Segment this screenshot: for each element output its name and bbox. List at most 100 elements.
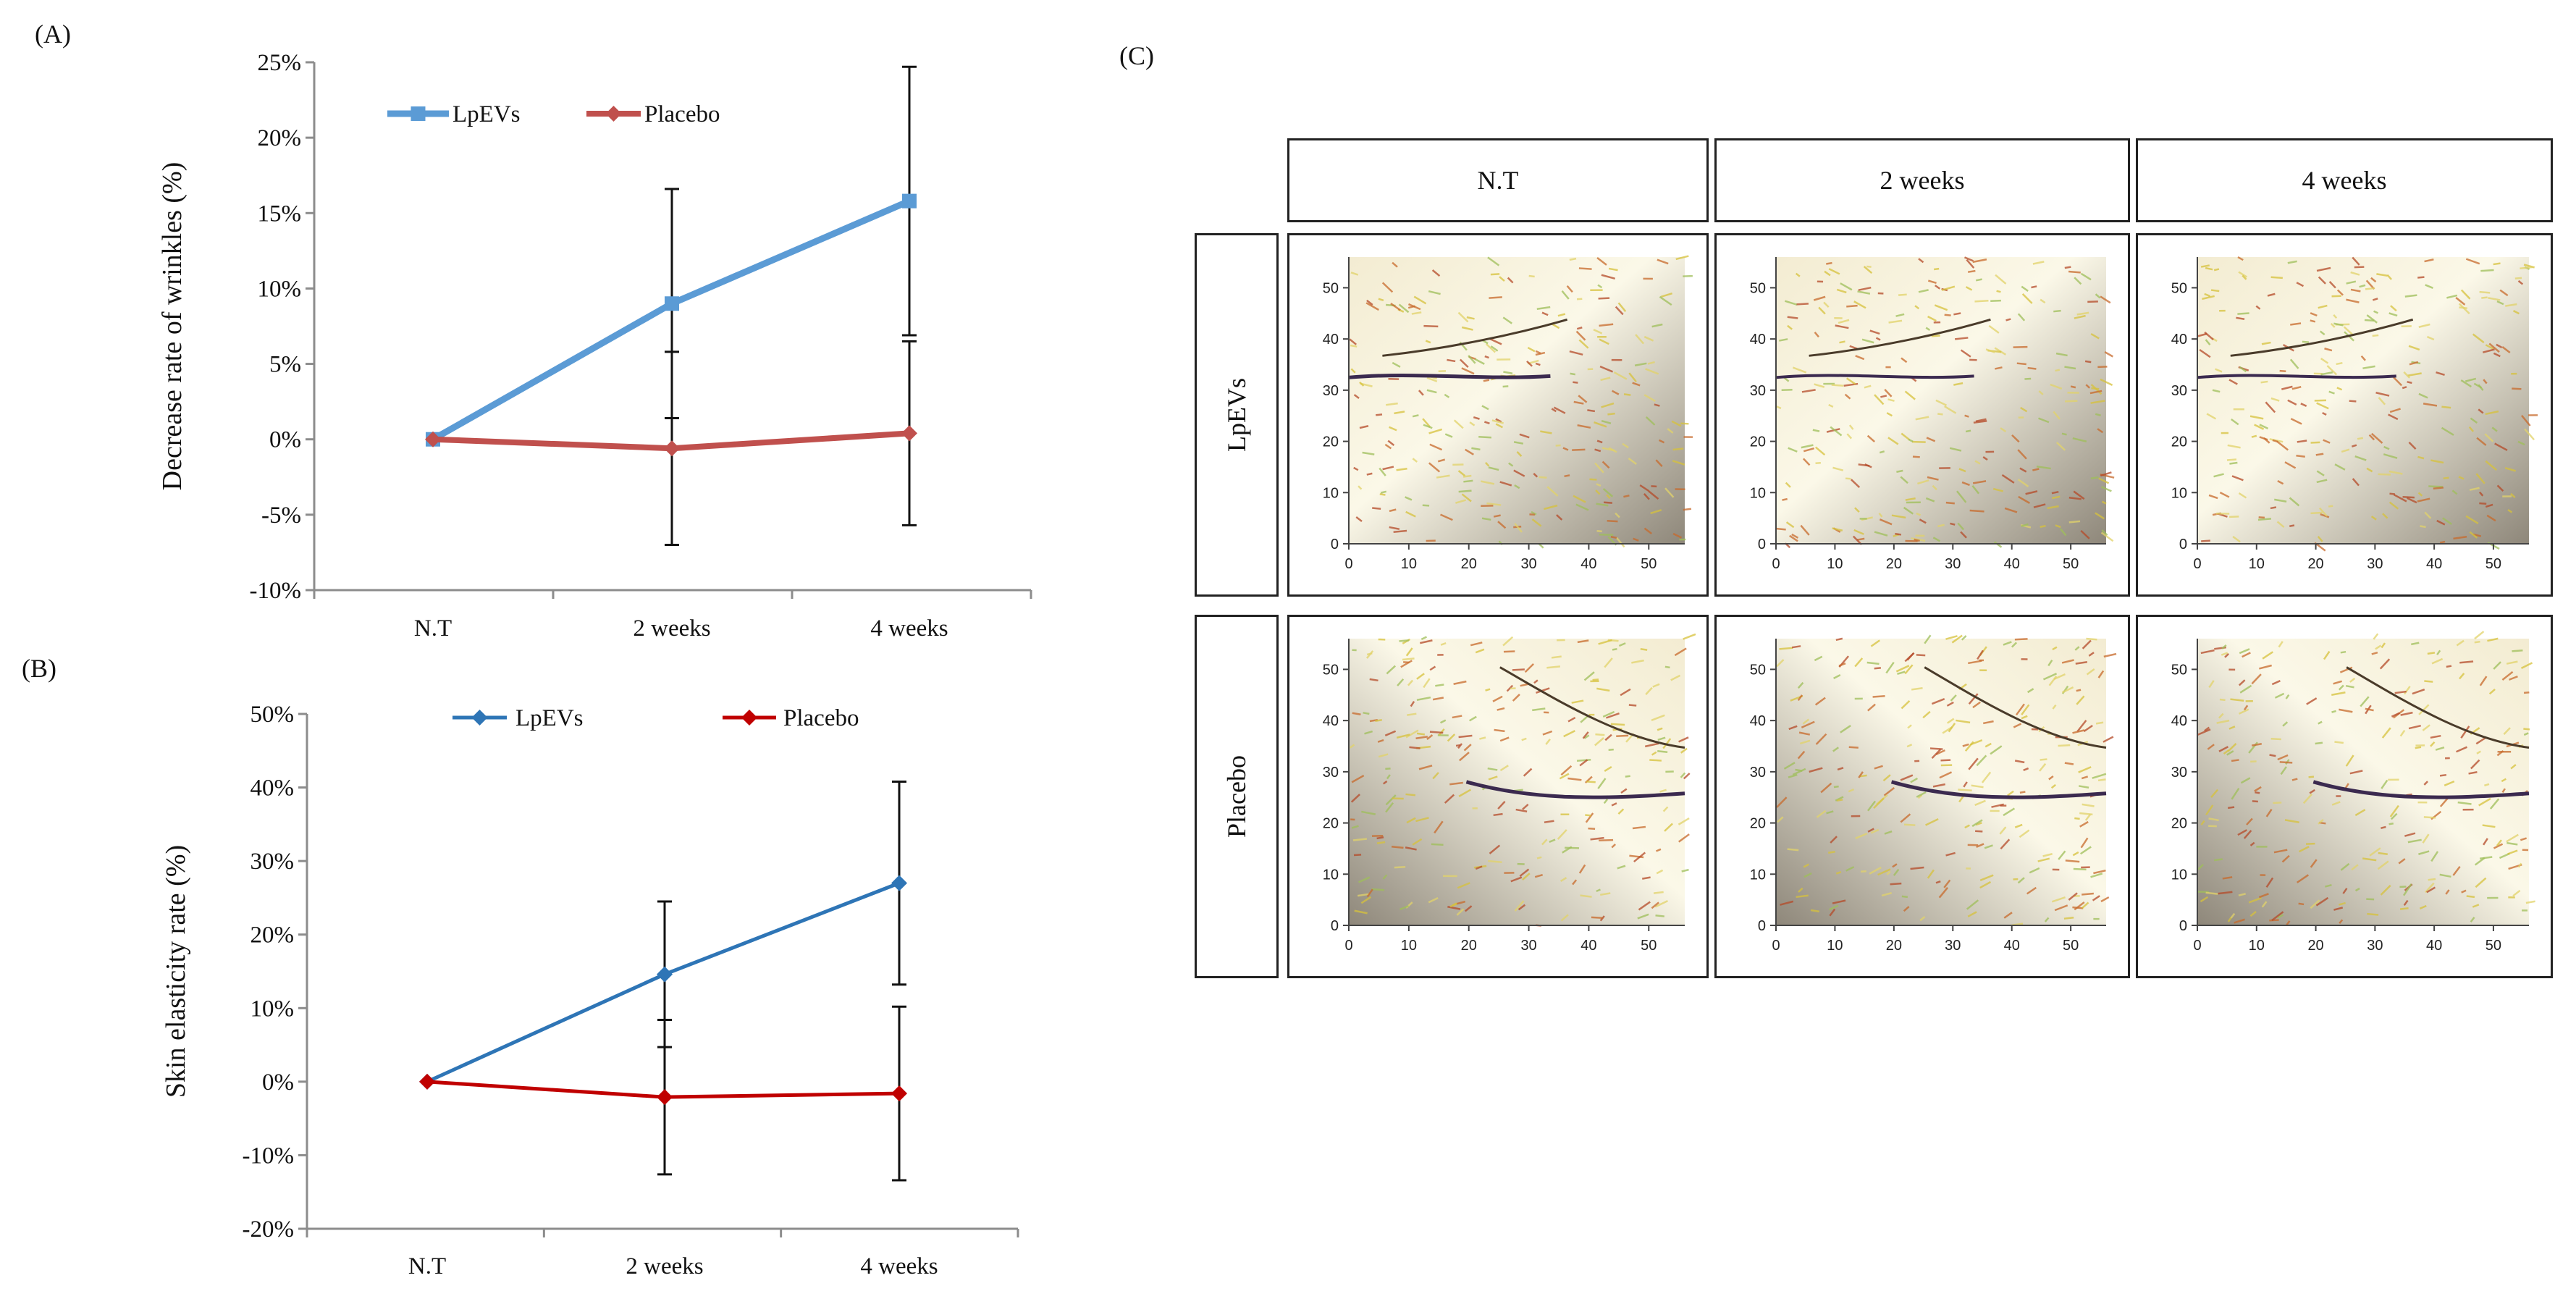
- x-tick-label: 4 weeks: [860, 1253, 938, 1279]
- image-x-tick-label: 30: [2367, 938, 2383, 954]
- y-tick-label: 20%: [258, 125, 302, 151]
- image-y-tick-label: 20: [1323, 816, 1339, 832]
- x-tick-label: 2 weeks: [626, 1253, 703, 1279]
- image-y-tick-label: 0: [1758, 537, 1766, 552]
- image-x-tick-label: 10: [1401, 556, 1417, 572]
- skin-image-plot: 00 10 10 20 20 30 30 40 40 50 50: [2171, 256, 2538, 572]
- image-y-tick-label: 10: [2171, 867, 2187, 883]
- image-x-tick-label: 10: [1827, 556, 1843, 572]
- image-x-tick-label: 0: [2193, 938, 2201, 954]
- y-tick-label: 5%: [269, 352, 301, 378]
- skin-image-placebo-4-weeks: 0 0 10 10 20 20 30 30 40 40 50 50: [2136, 615, 2553, 978]
- skin-image-plot: 00 10 10 20 20 30 30 40 40 50 50: [2171, 631, 2535, 954]
- wrinkle-lines: [1348, 318, 1568, 379]
- column-header-4-weeks-label: 4 weeks: [2302, 166, 2387, 195]
- image-x-tick-label: 30: [1520, 938, 1536, 954]
- image-x-tick-label: 20: [2307, 938, 2323, 954]
- image-y-tick-label: 50: [2171, 662, 2187, 678]
- row-header-placebo: Placebo: [1195, 615, 1279, 978]
- legend-marker-placebo: [741, 710, 757, 726]
- data-point-placebo: [891, 1085, 907, 1102]
- image-y-tick-label: 30: [2171, 383, 2187, 399]
- image-y-tick-label: 30: [2171, 765, 2187, 781]
- image-y-tick-label: 0: [2179, 537, 2187, 552]
- column-header-4-weeks: 4 weeks: [2136, 138, 2553, 222]
- image-y-tick-label: 30: [1323, 383, 1339, 399]
- wrinkle-lines: [1890, 666, 2107, 799]
- image-y-tick-label: 50: [1323, 280, 1339, 296]
- legend-label-lpevs: LpEVs: [515, 705, 584, 731]
- x-tick-label: N.T: [414, 615, 452, 642]
- legend-label-placebo: Placebo: [644, 101, 720, 127]
- image-x-tick-label: 0: [1772, 938, 1780, 954]
- skin-texture-speckles: [1776, 634, 2117, 926]
- image-y-tick-label: 40: [1750, 332, 1766, 348]
- skin-texture-speckles: [2197, 256, 2538, 552]
- image-x-tick-label: 0: [1344, 938, 1352, 954]
- image-y-tick-label: 10: [2171, 485, 2187, 501]
- y-tick-label: 10%: [258, 276, 302, 302]
- y-tick-label: 30%: [251, 849, 295, 875]
- skin-image-plot: 00 10 10 20 20 30 30 40 40 50 50: [1750, 256, 2115, 572]
- y-tick-label: -5%: [261, 503, 301, 529]
- y-axis-title: Skin elasticity rate (%): [161, 845, 191, 1098]
- column-header-nt: N.T: [1287, 138, 1709, 222]
- image-x-tick-label: 20: [1461, 938, 1477, 954]
- y-axis-title: Decrease rate of wrinkles (%): [157, 162, 188, 491]
- row-header-placebo-label: Placebo: [1222, 755, 1251, 838]
- skin-image-lpevs-2-weeks: 0 0 10 10 20 20 30 30 40 40 50 50: [1714, 233, 2130, 597]
- image-y-tick-label: 0: [1758, 918, 1766, 934]
- wrinkle-lines: [1465, 666, 1685, 799]
- image-y-tick-label: 20: [1323, 434, 1339, 450]
- image-x-tick-label: 40: [1580, 938, 1596, 954]
- image-y-tick-label: 0: [1331, 918, 1339, 934]
- image-x-tick-label: 10: [1401, 938, 1417, 954]
- legend-marker-lpevs: [411, 106, 426, 121]
- skin-texture-background: [1349, 639, 1685, 925]
- column-header-nt-label: N.T: [1477, 166, 1519, 195]
- row-header-lpevs-label: LpEVs: [1222, 378, 1251, 452]
- skin-texture-speckles: [1349, 255, 1693, 549]
- image-y-tick-label: 10: [1323, 485, 1339, 501]
- image-x-tick-label: 40: [1580, 556, 1596, 572]
- image-x-tick-label: 20: [1461, 556, 1477, 572]
- panel-label-b: (B): [22, 654, 56, 683]
- skin-texture-speckles: [1775, 256, 2115, 549]
- image-y-tick-label: 50: [1750, 280, 1766, 296]
- image-x-tick-label: 40: [2426, 938, 2442, 954]
- image-x-tick-label: 10: [2249, 556, 2265, 572]
- panel-label-c: (C): [1119, 41, 1154, 70]
- image-y-tick-label: 50: [1750, 662, 1766, 678]
- data-point-lpevs: [665, 296, 679, 311]
- image-x-tick-label: 10: [2249, 938, 2265, 954]
- chart-a-wrinkles: -10% -5% 0% 5% 10% 15% 20% 25% N.T 2 weeks 4 weeks…: [157, 50, 1032, 642]
- data-point-placebo: [901, 425, 917, 442]
- image-y-tick-label: 0: [2179, 918, 2187, 934]
- skin-image-plot: 00 10 10 20 20 30 30 40 40 50 50: [1323, 255, 1693, 572]
- legend-marker-lpevs: [471, 710, 488, 726]
- image-y-tick-label: 40: [1750, 713, 1766, 729]
- image-x-tick-label: 50: [1641, 556, 1657, 572]
- data-point-placebo: [664, 440, 680, 457]
- image-x-tick-label: 0: [1344, 556, 1352, 572]
- skin-texture-background: [2197, 257, 2529, 544]
- skin-image-plot: 00 10 10 20 20 30 30 40 40 50 50: [1323, 633, 1696, 954]
- x-tick-label: 2 weeks: [633, 615, 710, 642]
- skin-image-lpevs-nt: 0 0 10 10 20 20 30 30 40 40 50 50: [1287, 233, 1709, 597]
- x-tick-label: N.T: [408, 1253, 446, 1279]
- y-tick-label: 40%: [251, 775, 295, 802]
- skin-texture-background: [2197, 639, 2529, 925]
- y-tick-label: -10%: [250, 578, 301, 604]
- chart-b-elasticity: -20% -10% 0% 10% 20% 30% 40% 50% N.T 2 weeks 4 wee…: [161, 702, 1019, 1279]
- y-tick-label: 15%: [258, 201, 302, 227]
- column-header-2-weeks-label: 2 weeks: [1880, 166, 1965, 195]
- wrinkle-lines: [1775, 318, 1991, 379]
- data-point-placebo: [657, 1089, 673, 1106]
- y-tick-label: 0%: [262, 1069, 294, 1096]
- series-line-lpevs: [426, 881, 900, 1084]
- image-y-tick-label: 20: [1750, 434, 1766, 450]
- data-point-placebo: [419, 1073, 435, 1090]
- image-y-tick-label: 40: [2171, 713, 2187, 729]
- image-y-tick-label: 30: [1323, 765, 1339, 781]
- legend-label-placebo: Placebo: [783, 705, 859, 731]
